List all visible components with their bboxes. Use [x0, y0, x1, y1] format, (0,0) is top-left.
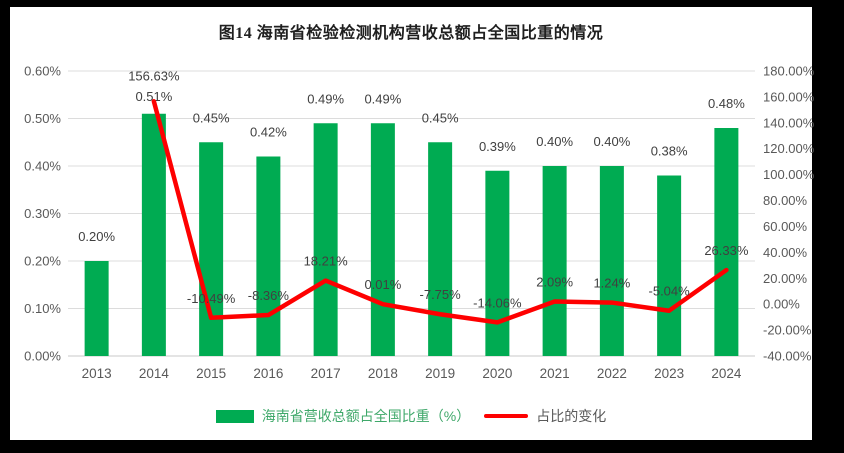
x-axis-label-2014: 2014	[139, 366, 170, 381]
x-axis-label-2024: 2024	[711, 366, 742, 381]
legend-item-line-series: 占比的变化	[484, 406, 606, 426]
x-axis-label-2017: 2017	[311, 366, 341, 381]
left-axis-tick: 0.20%	[24, 254, 61, 269]
right-axis-tick: 20.00%	[763, 271, 808, 286]
left-axis-tick: 0.50%	[24, 111, 61, 126]
chart-legend: 海南省营收总额占全国比重（%） 占比的变化	[10, 403, 812, 429]
right-axis-tick: 180.00%	[763, 64, 815, 79]
right-axis-tick: 80.00%	[763, 193, 808, 208]
bar-2016	[256, 156, 281, 356]
bar-label-2013: 0.20%	[78, 229, 115, 244]
line-label-2016: -8.36%	[248, 288, 290, 303]
bar-label-2015: 0.45%	[193, 110, 230, 125]
bar-label-2016: 0.42%	[250, 125, 287, 140]
right-axis-tick: 40.00%	[763, 245, 808, 260]
x-axis-label-2019: 2019	[425, 366, 455, 381]
line-series-swatch	[484, 414, 529, 418]
bar-2013	[84, 261, 109, 356]
bar-label-2019: 0.45%	[422, 110, 459, 125]
right-axis-tick: 120.00%	[763, 141, 815, 156]
bar-2020	[485, 170, 510, 356]
bar-series-swatch	[215, 409, 254, 423]
left-axis-tick: 0.10%	[24, 301, 61, 316]
bar-2017	[313, 123, 338, 356]
bar-label-2021: 0.40%	[536, 134, 573, 149]
x-axis-label-2023: 2023	[654, 366, 684, 381]
bar-2019	[428, 142, 453, 356]
line-series-label: 占比的变化	[536, 408, 607, 424]
bar-label-2020: 0.39%	[479, 139, 516, 154]
line-label-2023: -5.04%	[649, 284, 691, 299]
left-axis-tick: 0.40%	[24, 159, 61, 174]
line-label-2017: 18.21%	[304, 254, 349, 269]
line-label-2018: 0.01%	[364, 277, 401, 292]
bar-2015	[199, 142, 224, 356]
x-axis-label-2021: 2021	[540, 366, 570, 381]
right-axis-tick: 60.00%	[763, 219, 808, 234]
line-label-2024: 26.33%	[704, 243, 749, 258]
bar-label-2022: 0.40%	[593, 134, 630, 149]
x-axis-label-2016: 2016	[253, 366, 283, 381]
left-axis-tick: 0.00%	[24, 349, 61, 364]
right-axis-tick: 140.00%	[763, 115, 815, 130]
line-label-2021: 2.09%	[536, 274, 573, 289]
x-axis-label-2022: 2022	[597, 366, 627, 381]
right-axis-tick: 0.00%	[763, 297, 800, 312]
change-rate-line	[151, 99, 729, 325]
chart-title: 图14 海南省检验检测机构营收总额占全国比重的情况	[218, 25, 604, 42]
line-label-2020: -14.06%	[473, 295, 522, 310]
bar-label-2024: 0.48%	[708, 96, 745, 111]
bar-series-label: 海南省营收总额占全国比重（%）	[261, 408, 471, 424]
x-axis-label-2020: 2020	[482, 366, 512, 381]
right-axis-tick: -20.00%	[763, 323, 812, 338]
left-axis-tick: 0.30%	[24, 206, 61, 221]
bar-label-2023: 0.38%	[651, 144, 688, 159]
line-label-2019: -7.75%	[420, 287, 462, 302]
line-label-2015: -10.49%	[187, 291, 236, 306]
x-axis-label-2015: 2015	[196, 366, 226, 381]
bar-2014	[141, 113, 166, 356]
right-axis-tick: 160.00%	[763, 89, 815, 104]
bar-2021	[542, 166, 567, 356]
bar-2018	[370, 123, 395, 356]
bar-label-2017: 0.49%	[307, 91, 344, 106]
left-axis-tick: 0.60%	[24, 64, 61, 79]
x-axis-label-2013: 2013	[82, 366, 112, 381]
bar-label-2018: 0.49%	[364, 91, 401, 106]
bar-label-2014: 0.51%	[135, 89, 172, 104]
legend-item-bar-series: 海南省营收总额占全国比重（%）	[215, 406, 471, 426]
bar-2023	[657, 175, 682, 356]
right-axis-tick: 100.00%	[763, 167, 815, 182]
bar-2022	[599, 166, 624, 356]
x-axis-label-2018: 2018	[368, 366, 398, 381]
line-label-2022: 1.24%	[593, 276, 630, 291]
bar-2024	[714, 128, 739, 356]
right-axis-tick: -40.00%	[763, 349, 812, 364]
line-label-2014: 156.63%	[128, 68, 180, 83]
